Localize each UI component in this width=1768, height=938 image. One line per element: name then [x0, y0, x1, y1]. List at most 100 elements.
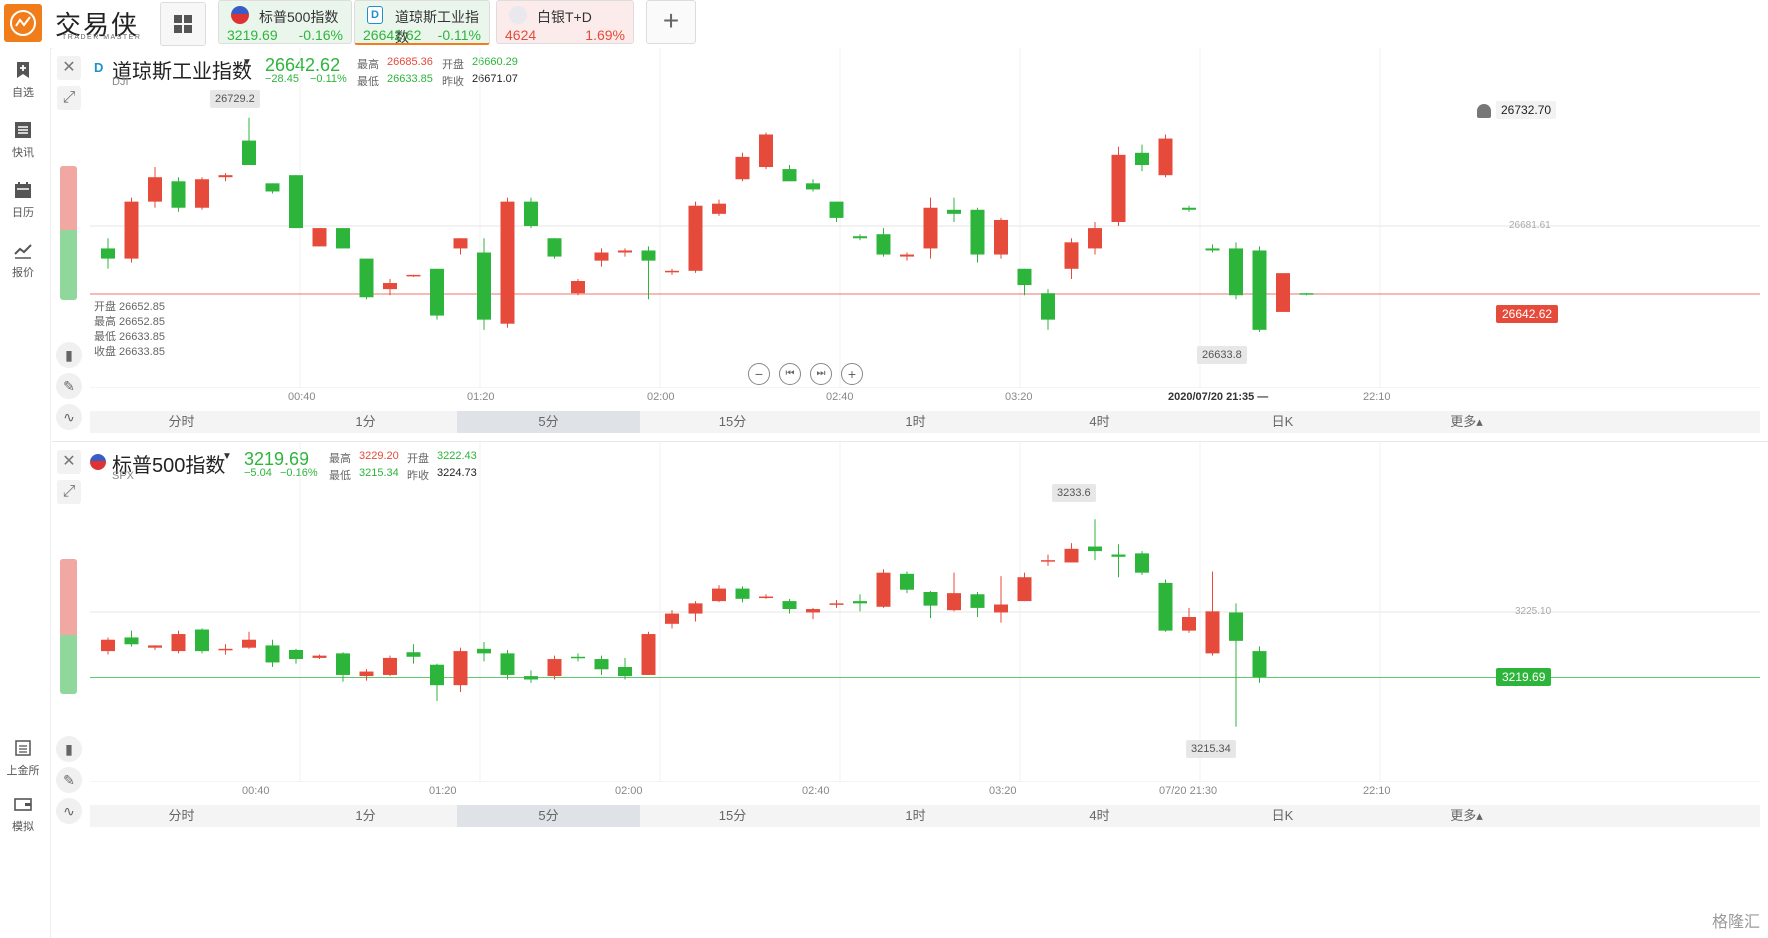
draw-pen-icon[interactable]: ✎ [56, 373, 82, 399]
chevron-down-icon[interactable]: ▼ [242, 57, 252, 68]
period-tab[interactable]: 4时 [1089, 414, 1110, 429]
low-value: 3215.34 [359, 467, 399, 479]
period-tab[interactable]: 4时 [1089, 808, 1110, 823]
tab-dji-name: 道琼斯工业指数 [395, 9, 479, 45]
candle-body [500, 653, 515, 675]
candle-body [876, 234, 891, 255]
candle-body [829, 201, 844, 218]
candle-body [688, 205, 703, 271]
sidebar-item-label: 模拟 [12, 821, 34, 833]
period-tab-active[interactable]: 5分 [457, 411, 640, 433]
period-tab[interactable]: 1分 [355, 414, 376, 429]
candle-body [759, 134, 773, 168]
time-tick: 01:20 [429, 785, 457, 797]
us-flag-icon [231, 6, 249, 24]
sidebar-item-quotes[interactable]: 报价 [0, 240, 46, 280]
symbol-name[interactable]: 标普500指数 [112, 455, 226, 477]
high-value: 3229.20 [359, 450, 399, 462]
candle-body [923, 592, 938, 606]
sidebar-item-simulate[interactable]: 模拟 [0, 794, 46, 834]
candle-body [1229, 612, 1243, 641]
candle-body [242, 140, 256, 166]
tab-silver-price: 4624 [505, 27, 537, 43]
time-tick: 07/20 21:30 [1159, 785, 1218, 797]
close-panel-button[interactable]: ✕ [57, 56, 81, 80]
candle-body [289, 175, 303, 229]
candle-body [547, 238, 562, 257]
prev-close-value: 3224.73 [437, 467, 477, 479]
prev-close-value: 26671.07 [472, 73, 518, 85]
period-tab[interactable]: 分时 [168, 808, 195, 823]
layout-grid-button[interactable] [160, 2, 206, 46]
candle-body [148, 645, 162, 648]
expand-icon[interactable]: ⤢ [57, 86, 81, 110]
candle-body [265, 645, 280, 663]
candle-body [970, 594, 985, 608]
low-label: 最低 [357, 76, 379, 88]
candle-body [336, 653, 350, 675]
candle-body [1064, 548, 1079, 563]
candle-body [806, 609, 820, 613]
period-tab[interactable]: 1时 [905, 414, 926, 429]
volume-gauge-up [60, 166, 77, 230]
symbol-name[interactable]: 道琼斯工业指数 [112, 61, 252, 83]
tab-spx-change: -0.16% [298, 27, 343, 43]
candle-body [947, 593, 961, 611]
chart-type-icon[interactable]: ∿ [56, 404, 82, 430]
indicator-icon[interactable]: ▮ [56, 736, 82, 762]
candle-body [312, 228, 327, 247]
chevron-down-icon[interactable]: ▼ [222, 451, 232, 462]
period-tab[interactable]: 1分 [355, 808, 376, 823]
candle-body [665, 270, 679, 273]
candle-body [265, 183, 280, 192]
candle-body [1135, 553, 1149, 573]
candle-body [688, 603, 703, 614]
tab-silver[interactable]: 白银T+D 4624 1.69% [496, 0, 634, 44]
tab-spx[interactable]: 标普500指数 3219.69 -0.16% [218, 0, 352, 44]
period-tab[interactable]: 15分 [718, 414, 747, 429]
sidebar-item-sge[interactable]: 上金所 [0, 738, 46, 778]
time-tick: 02:00 [647, 391, 675, 403]
period-tab[interactable]: 日K [1271, 414, 1294, 429]
wallet-icon [14, 798, 32, 811]
sidebar-item-news[interactable]: 快讯 [0, 120, 46, 160]
candle-body [829, 603, 844, 605]
sidebar-item-watchlist[interactable]: 自选 [0, 60, 46, 100]
candle-body [1111, 154, 1126, 222]
period-selector: 分时 1分 5分 15分 1时 4时 日K 更多▴ [90, 805, 1760, 827]
candle-body [359, 671, 374, 677]
ohlc-low: 最低 26633.85 [94, 331, 165, 343]
more-periods-button[interactable]: 更多▴ [1450, 414, 1483, 429]
high-callout: 26729.2 [210, 90, 260, 108]
alert-bell-icon[interactable] [1477, 104, 1491, 118]
candlestick-chart-dji [90, 48, 1760, 388]
scroll-end-button[interactable]: ⏭ [810, 363, 832, 385]
scroll-start-button[interactable]: ⏮ [779, 363, 801, 385]
candle-body [1252, 651, 1267, 678]
ohlc-high: 最高 26652.85 [94, 316, 165, 328]
candle-body [1276, 273, 1290, 312]
close-panel-button[interactable]: ✕ [57, 450, 81, 474]
tab-spx-price: 3219.69 [227, 27, 278, 43]
draw-pen-icon[interactable]: ✎ [56, 767, 82, 793]
zoom-out-button[interactable]: − [748, 363, 770, 385]
zoom-in-button[interactable]: + [841, 363, 863, 385]
candle-body [665, 613, 679, 624]
chart-type-icon[interactable]: ∿ [56, 798, 82, 824]
more-periods-button[interactable]: 更多▴ [1450, 808, 1483, 823]
period-tab[interactable]: 日K [1271, 808, 1294, 823]
add-tab-button[interactable]: + [646, 0, 696, 44]
candle-body [453, 238, 468, 249]
period-tab[interactable]: 1时 [905, 808, 926, 823]
period-tab-active[interactable]: 5分 [457, 805, 640, 827]
period-tab[interactable]: 分时 [168, 414, 195, 429]
tab-dji-change: -0.11% [437, 27, 481, 43]
indicator-icon[interactable]: ▮ [56, 342, 82, 368]
expand-icon[interactable]: ⤢ [57, 480, 81, 504]
candle-body [1017, 577, 1032, 602]
period-tab[interactable]: 15分 [718, 808, 747, 823]
news-list-icon [15, 122, 31, 138]
prev-close-label: 昨收 [442, 76, 464, 88]
tab-dji[interactable]: D 道琼斯工业指数 26642.62 -0.11% [354, 0, 490, 45]
sidebar-item-calendar[interactable]: 日历 [0, 180, 46, 220]
